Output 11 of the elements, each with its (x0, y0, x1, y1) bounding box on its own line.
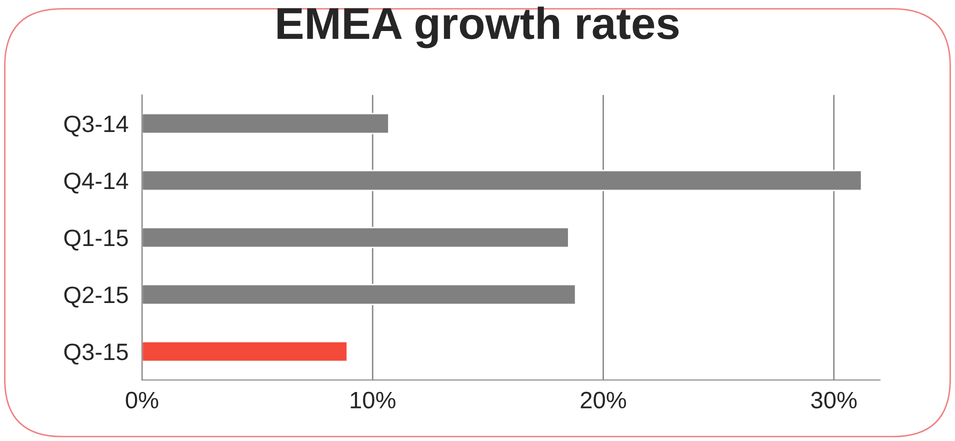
y-tick-label: Q3-15 (64, 344, 128, 365)
x-tick-label: 20% (580, 392, 626, 408)
y-tick-label: Q3-14 (64, 116, 128, 137)
x-tick-label: 10% (350, 392, 396, 408)
y-tick-label: Q1-15 (64, 230, 128, 251)
y-tick-label: Q2-15 (64, 286, 128, 308)
x-tick-label: 0% (126, 392, 158, 408)
bar (142, 340, 348, 362)
x-tick-label: 30% (811, 392, 857, 408)
y-tick-label: Q4-14 (64, 172, 128, 194)
chart-title: EMEA growth rates (278, 6, 679, 48)
